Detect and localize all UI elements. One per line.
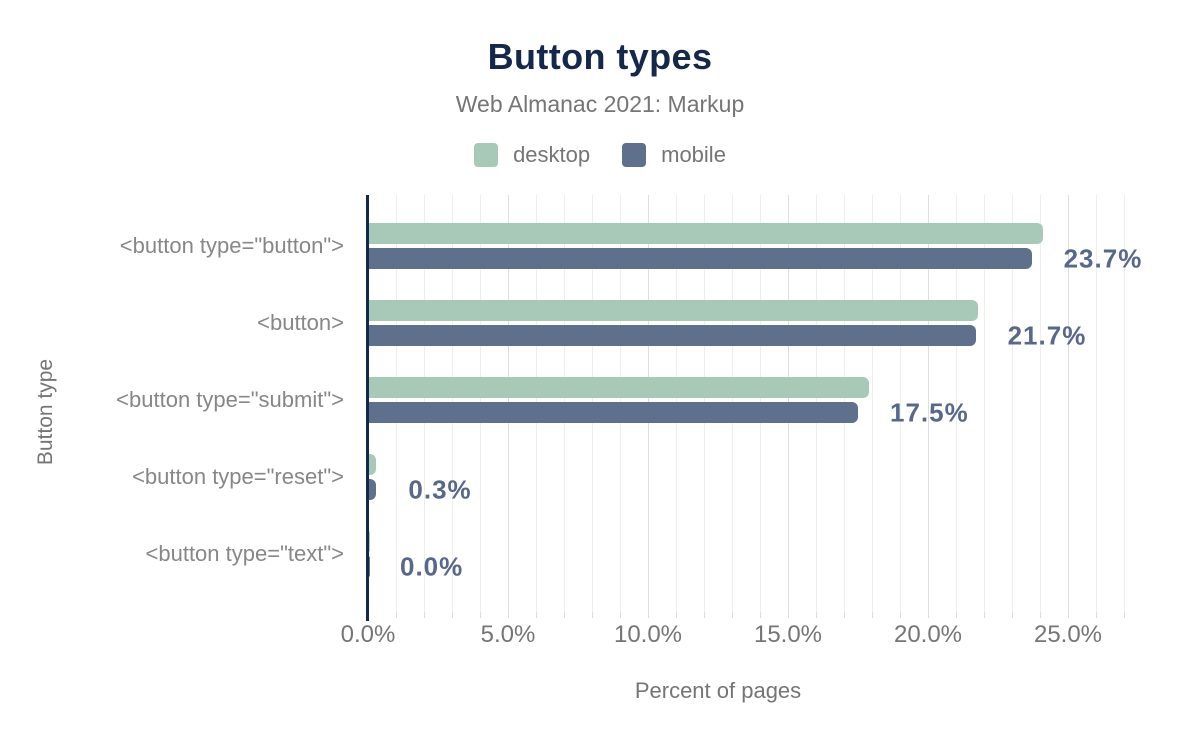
axis-tick: [423, 612, 425, 618]
legend-swatch-desktop: [474, 143, 499, 167]
value-label: 21.7%: [1007, 320, 1087, 350]
bar-mobile-0[interactable]: [368, 248, 1032, 269]
axis-tick: [591, 612, 593, 618]
category-label: <button type="button">: [119, 233, 344, 258]
plot-area: 0.0% 5.0% 10.0% 15.0% 20.0% 25.0% <button type…: [116, 195, 1141, 648]
axis-tick: [843, 612, 845, 618]
category-label: <button type="reset">: [132, 464, 344, 489]
gridline-minor: [871, 195, 873, 612]
y-axis-line: [366, 195, 369, 621]
axis-tick: [535, 612, 537, 618]
y-axis-title: Button type: [34, 358, 57, 466]
value-label: 0.3%: [408, 474, 472, 504]
axis-tick: [619, 612, 621, 618]
axis-tick: [1011, 612, 1013, 618]
value-label: 23.7%: [1063, 243, 1143, 273]
chart-title: Button types: [487, 36, 713, 77]
gridline-minor: [899, 195, 901, 612]
axis-tick: [787, 612, 789, 618]
value-label: 17.5%: [890, 397, 969, 427]
x-tick-label: 0.0%: [340, 621, 396, 648]
axis-tick: [507, 612, 509, 618]
bar-desktop-2[interactable]: [368, 377, 870, 398]
axis-tick: [871, 612, 873, 618]
legend-item-mobile[interactable]: mobile: [622, 142, 726, 168]
legend: desktop mobile: [0, 142, 1200, 168]
gridline-minor: [983, 195, 985, 612]
axis-tick: [451, 612, 453, 618]
bar-mobile-3[interactable]: [368, 479, 377, 500]
axis-tick: [759, 612, 761, 618]
axis-tick: [479, 612, 481, 618]
bar-desktop-0[interactable]: [368, 223, 1043, 244]
gridline-minor: [1011, 195, 1013, 612]
bar-mobile-1[interactable]: [368, 325, 976, 346]
gridline-minor: [955, 195, 957, 612]
category-label: <button type="text">: [145, 541, 344, 566]
category-label: <button type="submit">: [116, 387, 344, 412]
category-label: <button>: [257, 310, 344, 335]
x-tick-label: 20.0%: [893, 621, 963, 648]
axis-tick: [647, 612, 649, 618]
axis-tick: [395, 612, 397, 618]
axis-tick: [955, 612, 957, 618]
bar-mobile-2[interactable]: [368, 402, 858, 423]
axis-tick: [675, 612, 677, 618]
axis-tick: [731, 612, 733, 618]
axis-tick: [983, 612, 985, 618]
x-axis-title: Percent of pages: [634, 678, 802, 703]
x-tick-label: 5.0%: [480, 621, 536, 648]
gridline-minor: [1095, 195, 1097, 612]
axis-tick: [1095, 612, 1097, 618]
axis-tick: [703, 612, 705, 618]
axis-tick: [1039, 612, 1041, 618]
bar-desktop-3[interactable]: [368, 454, 377, 475]
axis-tick: [1067, 612, 1069, 618]
gridline-minor: [1123, 195, 1125, 612]
x-tick-label: 15.0%: [753, 621, 823, 648]
axis-tick: [1123, 612, 1125, 618]
gridline-major: [1067, 195, 1069, 612]
x-tick-label: 25.0%: [1033, 621, 1103, 648]
legend-swatch-mobile: [622, 143, 647, 167]
axis-tick: [815, 612, 817, 618]
gridline-minor: [1039, 195, 1041, 612]
value-label: 0.0%: [400, 551, 464, 581]
chart-subtitle: Web Almanac 2021: Markup: [455, 91, 745, 117]
bar-desktop-1[interactable]: [368, 300, 979, 321]
legend-label-desktop: desktop: [513, 142, 591, 167]
legend-label-mobile: mobile: [661, 142, 726, 167]
gridline-major: [927, 195, 929, 612]
axis-tick: [927, 612, 929, 618]
axis-tick: [563, 612, 565, 618]
axis-tick: [899, 612, 901, 618]
legend-item-desktop[interactable]: desktop: [474, 142, 590, 168]
x-tick-label: 10.0%: [613, 621, 683, 648]
